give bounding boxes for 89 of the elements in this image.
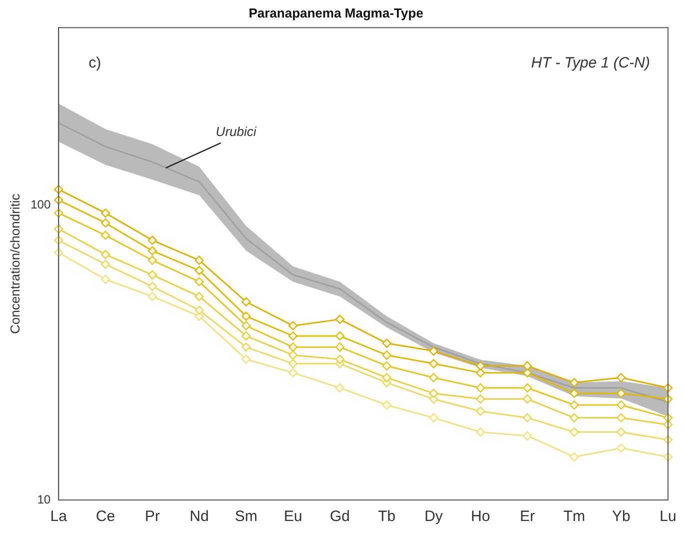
point (242, 321, 251, 330)
point (148, 236, 157, 245)
point (570, 413, 579, 422)
point (335, 354, 344, 364)
point (616, 443, 626, 453)
point (194, 306, 204, 315)
point (476, 368, 486, 378)
point (242, 312, 251, 321)
point (288, 321, 298, 330)
x-tick-label: Dy (424, 508, 444, 526)
point (194, 266, 204, 276)
point (429, 346, 438, 356)
point (522, 368, 532, 378)
point (148, 270, 157, 280)
point (100, 274, 110, 284)
point (476, 383, 486, 392)
y-tick-label: 100 (30, 197, 51, 212)
point (616, 413, 626, 422)
point (194, 292, 204, 302)
x-tick-label: Lu (660, 508, 676, 526)
point (335, 331, 344, 341)
point (382, 350, 392, 360)
point (148, 256, 157, 265)
point (288, 368, 298, 378)
x-tick-label: Tm (563, 508, 586, 526)
point (382, 361, 392, 370)
point (522, 361, 532, 370)
point (100, 230, 110, 240)
point (570, 378, 579, 388)
point (429, 413, 438, 422)
x-tick-label: La (50, 508, 68, 526)
x-tick-label: Er (520, 508, 535, 526)
point (476, 427, 486, 437)
point (242, 342, 251, 352)
chart-title: Paranapanema Magma-Type (248, 5, 424, 20)
x-tick-label: Gd (330, 508, 350, 526)
x-tick-label: Pr (144, 508, 160, 526)
point (242, 331, 251, 341)
x-tick-label: Ce (96, 508, 116, 526)
point (148, 282, 157, 292)
point (100, 260, 110, 269)
point (288, 359, 298, 368)
point (194, 277, 204, 286)
x-tick-label: Yb (612, 508, 630, 526)
point (616, 400, 626, 410)
point (570, 388, 579, 398)
point (616, 388, 626, 398)
x-tick-label: Ho (470, 508, 490, 526)
point (242, 297, 251, 306)
point (570, 400, 579, 410)
x-tick-label: Tb (378, 508, 396, 526)
point (100, 208, 110, 218)
point (148, 246, 157, 256)
point (335, 383, 344, 392)
point (100, 218, 110, 228)
point (522, 394, 532, 404)
point (382, 373, 392, 382)
point (476, 361, 486, 370)
point (616, 427, 626, 437)
point (616, 373, 626, 382)
annotation: HT - Type 1 (C-N) (531, 54, 650, 72)
point (429, 388, 438, 398)
point (522, 431, 532, 440)
point (288, 342, 298, 352)
point (570, 452, 579, 462)
x-tick-label: Nd (190, 508, 209, 526)
y-tick-label: 10 (37, 492, 51, 506)
point (382, 338, 392, 348)
point (288, 350, 298, 360)
point (429, 373, 438, 382)
annotation: c) (88, 54, 102, 72)
point (570, 427, 579, 437)
x-tick-label: Sm (234, 508, 258, 526)
point (288, 331, 298, 341)
point (335, 342, 344, 352)
point (429, 359, 438, 368)
point (194, 256, 204, 265)
point (242, 354, 251, 364)
text: Urubici (216, 124, 258, 139)
point (382, 400, 392, 410)
point (522, 413, 532, 422)
x-tick-label: Eu (284, 508, 302, 526)
point (476, 394, 486, 404)
point (100, 250, 110, 260)
y-axis-title: Concentration/chondritic (7, 193, 22, 334)
point (476, 406, 486, 416)
point (522, 383, 532, 392)
point (335, 314, 344, 324)
point (148, 292, 157, 302)
